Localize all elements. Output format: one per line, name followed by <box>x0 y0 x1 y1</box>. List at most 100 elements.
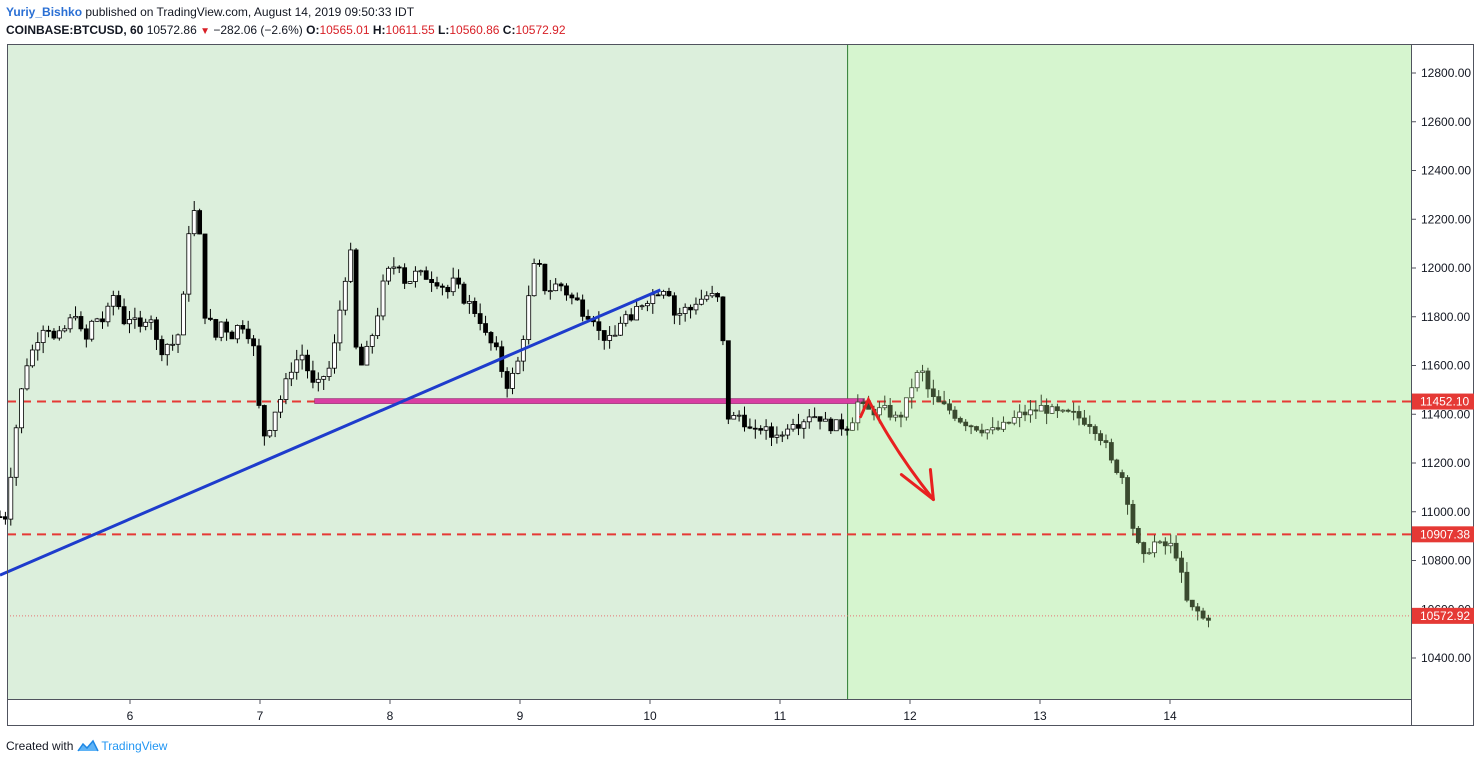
price-tick-label: 11600.00 <box>1421 359 1470 373</box>
candle-body <box>483 323 488 333</box>
candle-body <box>1103 440 1109 443</box>
time-tick-label: 7 <box>257 709 264 723</box>
candle-body <box>930 388 936 398</box>
candle-body <box>801 421 807 429</box>
candle-body <box>968 425 974 428</box>
candle-body <box>477 313 483 324</box>
tradingview-brand-link[interactable]: TradingView <box>101 739 168 753</box>
symbol-label[interactable]: COINBASE:BTCUSD, 60 <box>6 23 144 37</box>
candle-body <box>855 401 861 424</box>
candle-body <box>429 279 435 284</box>
candle-body <box>806 416 812 423</box>
candle-body <box>839 419 845 430</box>
candle-body <box>89 320 95 340</box>
time-tick-label: 8 <box>387 709 394 723</box>
candle-body <box>731 415 737 420</box>
candle-body <box>143 321 149 327</box>
author-link[interactable]: Yuriy_Bishko <box>6 5 83 19</box>
candle-body <box>51 330 57 339</box>
candle-body <box>337 309 343 344</box>
forecast-arrow[interactable] <box>859 396 935 502</box>
candle-body <box>952 409 958 419</box>
last-price-badge <box>1412 607 1474 624</box>
time-tick-label: 11 <box>774 709 787 723</box>
candle-body <box>747 426 753 429</box>
level-price-badge <box>1412 393 1474 410</box>
candle-body <box>380 280 386 317</box>
candle-body <box>493 342 499 348</box>
candle-body <box>1001 421 1006 430</box>
candle-body <box>62 328 68 332</box>
candle-body <box>823 418 828 422</box>
candle-body <box>979 429 985 434</box>
support-zone-rectangle[interactable] <box>314 398 865 404</box>
candle-body <box>504 371 510 389</box>
candle-body <box>725 340 731 420</box>
candle-body <box>1022 411 1028 416</box>
candle-body <box>947 403 952 411</box>
candle-body <box>1065 409 1071 412</box>
candle-body <box>920 370 925 373</box>
price-tick-label: 10400.00 <box>1421 651 1471 665</box>
candle-body <box>833 419 839 432</box>
candle-body <box>310 370 316 383</box>
candle-body <box>110 295 116 307</box>
candle-body <box>8 476 14 520</box>
candle-body <box>774 434 780 438</box>
candle-body <box>78 316 84 330</box>
candle-body <box>267 430 273 437</box>
time-tick-label: 12 <box>903 709 917 723</box>
candle-body <box>882 404 888 409</box>
candle-body <box>164 343 170 356</box>
level-price-badge <box>1412 526 1474 543</box>
candle-body <box>585 315 591 320</box>
candle-body <box>1044 404 1050 414</box>
candle-body <box>790 424 796 430</box>
high-value: 10611.55 <box>385 23 435 37</box>
candle-body <box>154 319 159 340</box>
candle-body <box>1017 411 1023 418</box>
candle-body <box>984 429 990 434</box>
candle-body <box>251 338 256 347</box>
candle-body <box>645 303 650 307</box>
candle-body <box>348 249 354 282</box>
open-label: O: <box>306 23 320 37</box>
history-background <box>7 44 848 699</box>
candle-body <box>531 263 537 297</box>
candle-body <box>1168 542 1174 547</box>
level-price-label: 10907.38 <box>1420 527 1470 541</box>
candle-body <box>396 266 402 269</box>
candle-body <box>779 434 785 437</box>
candle-body <box>704 295 710 300</box>
candle-body <box>661 291 666 296</box>
candle-body <box>175 334 181 345</box>
candle-body <box>450 277 456 293</box>
time-tick-label: 10 <box>643 709 657 723</box>
candle-body <box>1125 477 1130 505</box>
candle-body <box>245 328 251 340</box>
candle-body <box>261 405 267 437</box>
price-tick-label: 11200.00 <box>1421 456 1470 470</box>
candle-body <box>844 428 850 431</box>
candle-body <box>1119 472 1125 478</box>
candle-body <box>1162 541 1168 547</box>
candle-body <box>1141 542 1147 555</box>
ascending-trendline[interactable] <box>0 288 661 577</box>
candle-body <box>547 290 553 293</box>
forecast-background <box>847 44 1411 699</box>
candle-body <box>537 263 542 265</box>
candle-body <box>1028 409 1033 416</box>
candle-body <box>272 411 278 431</box>
candle-body <box>413 270 418 282</box>
candle-body <box>553 283 559 292</box>
candle-body <box>94 318 100 322</box>
candle-body <box>666 291 672 297</box>
candle-body <box>1195 606 1201 612</box>
candle-body <box>159 339 165 356</box>
candle-body <box>1081 417 1087 425</box>
candle-body <box>67 317 73 330</box>
candle-body <box>100 318 105 323</box>
candle-body <box>715 293 720 298</box>
candle-body <box>763 426 769 431</box>
